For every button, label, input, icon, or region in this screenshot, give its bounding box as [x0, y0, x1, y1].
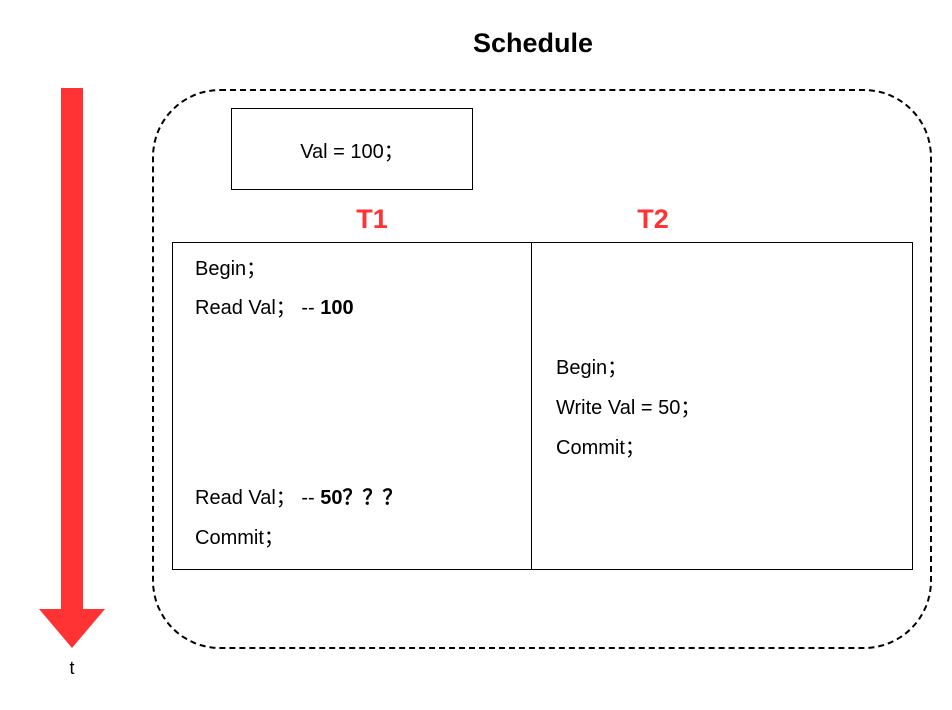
t1-commit: Commit；	[195, 527, 284, 549]
initial-value-text: Val = 100；	[300, 140, 404, 163]
t1-read-1-statement: Read Val；	[195, 297, 296, 319]
t1-read-val-1: Read Val； -- 100	[195, 296, 354, 320]
t2-label: T2	[637, 204, 669, 234]
t1-read-2-comment-marker: --	[295, 487, 321, 509]
t2-begin: Begin；	[556, 357, 628, 379]
time-axis-label: t	[69, 658, 75, 678]
initial-value-box: Val = 100；	[231, 108, 473, 190]
t1-read-1-value: 100	[320, 297, 354, 319]
t2-commit: Commit；	[556, 437, 645, 459]
schedule-container	[152, 89, 932, 649]
time-arrow	[39, 88, 105, 648]
t1-read-val-2: Read Val； -- 50？？？	[195, 486, 402, 510]
t1-label: T1	[356, 204, 388, 234]
t1-read-2-statement: Read Val；	[195, 487, 296, 509]
transaction-table	[172, 242, 913, 570]
t1-read-2-value: 50？？？	[320, 487, 403, 509]
column-divider	[531, 242, 532, 570]
t1-begin: Begin；	[195, 258, 267, 280]
t1-read-1-comment-marker: --	[295, 297, 321, 319]
t2-write-val: Write Val = 50；	[556, 397, 701, 419]
diagram-title: Schedule	[472, 28, 594, 58]
